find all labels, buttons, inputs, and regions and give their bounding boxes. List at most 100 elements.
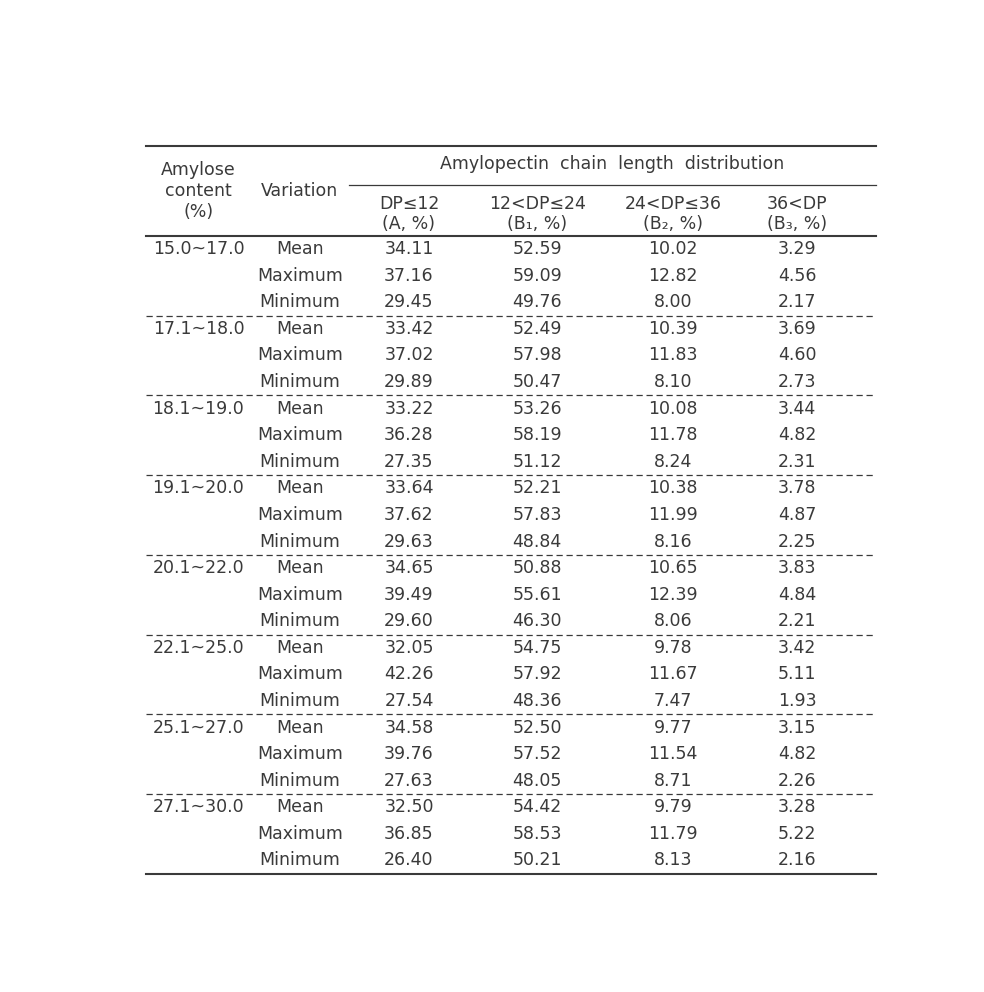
Text: 5.11: 5.11 (778, 666, 817, 683)
Text: 33.42: 33.42 (385, 320, 434, 338)
Text: 52.49: 52.49 (513, 320, 562, 338)
Text: 12.39: 12.39 (648, 585, 698, 604)
Text: 57.52: 57.52 (513, 745, 562, 763)
Text: 8.13: 8.13 (653, 851, 692, 869)
Text: DP≤12: DP≤12 (379, 195, 439, 213)
Text: 3.29: 3.29 (777, 240, 817, 258)
Text: 3.42: 3.42 (778, 639, 817, 657)
Text: 4.82: 4.82 (778, 427, 817, 444)
Text: Mean: Mean (277, 240, 324, 258)
Text: 8.71: 8.71 (653, 772, 692, 790)
Text: 19.1~20.0: 19.1~20.0 (153, 479, 244, 497)
Text: 3.69: 3.69 (777, 320, 817, 338)
Text: 3.78: 3.78 (778, 479, 817, 497)
Text: Mean: Mean (277, 718, 324, 736)
Text: 57.83: 57.83 (513, 506, 562, 524)
Text: Maximum: Maximum (257, 346, 342, 364)
Text: 36<DP: 36<DP (767, 195, 828, 213)
Text: 57.98: 57.98 (513, 346, 562, 364)
Text: Mean: Mean (277, 400, 324, 418)
Text: 33.22: 33.22 (384, 400, 434, 418)
Text: 50.21: 50.21 (513, 851, 562, 869)
Text: 3.28: 3.28 (778, 799, 817, 816)
Text: 52.50: 52.50 (513, 718, 562, 736)
Text: 2.73: 2.73 (778, 373, 817, 391)
Text: 8.10: 8.10 (653, 373, 692, 391)
Text: 53.26: 53.26 (513, 400, 562, 418)
Text: 52.21: 52.21 (513, 479, 562, 497)
Text: 11.78: 11.78 (648, 427, 698, 444)
Text: 9.78: 9.78 (653, 639, 692, 657)
Text: 42.26: 42.26 (384, 666, 434, 683)
Text: 11.54: 11.54 (648, 745, 698, 763)
Text: Maximum: Maximum (257, 427, 342, 444)
Text: 32.50: 32.50 (384, 799, 434, 816)
Text: Minimum: Minimum (260, 772, 340, 790)
Text: 34.11: 34.11 (385, 240, 434, 258)
Text: 2.25: 2.25 (778, 533, 817, 551)
Text: Mean: Mean (277, 639, 324, 657)
Text: Minimum: Minimum (260, 851, 340, 869)
Text: 10.02: 10.02 (648, 240, 698, 258)
Text: 20.1~22.0: 20.1~22.0 (153, 559, 244, 577)
Text: Maximum: Maximum (257, 506, 342, 524)
Text: 58.19: 58.19 (513, 427, 562, 444)
Text: 36.28: 36.28 (384, 427, 434, 444)
Text: 55.61: 55.61 (513, 585, 562, 604)
Text: 37.02: 37.02 (384, 346, 434, 364)
Text: (B₁, %): (B₁, %) (507, 215, 567, 233)
Text: 54.75: 54.75 (513, 639, 562, 657)
Text: 54.42: 54.42 (513, 799, 562, 816)
Text: Mean: Mean (277, 479, 324, 497)
Text: 26.40: 26.40 (384, 851, 434, 869)
Text: 27.54: 27.54 (385, 692, 434, 710)
Text: 4.82: 4.82 (778, 745, 817, 763)
Text: Maximum: Maximum (257, 585, 342, 604)
Text: 46.30: 46.30 (513, 612, 562, 630)
Text: 29.45: 29.45 (384, 294, 434, 311)
Text: Minimum: Minimum (260, 373, 340, 391)
Text: Variation: Variation (262, 182, 338, 199)
Text: 52.59: 52.59 (513, 240, 562, 258)
Text: 27.35: 27.35 (384, 452, 434, 471)
Text: Minimum: Minimum (260, 533, 340, 551)
Text: Mean: Mean (277, 799, 324, 816)
Text: Amylopectin  chain  length  distribution: Amylopectin chain length distribution (441, 155, 784, 173)
Text: 22.1~25.0: 22.1~25.0 (153, 639, 244, 657)
Text: (B₃, %): (B₃, %) (768, 215, 828, 233)
Text: 9.79: 9.79 (653, 799, 692, 816)
Text: Mean: Mean (277, 320, 324, 338)
Text: 10.65: 10.65 (648, 559, 698, 577)
Text: 10.39: 10.39 (648, 320, 698, 338)
Text: 9.77: 9.77 (653, 718, 692, 736)
Text: 37.62: 37.62 (384, 506, 434, 524)
Text: 18.1~19.0: 18.1~19.0 (153, 400, 244, 418)
Text: 27.63: 27.63 (384, 772, 434, 790)
Text: 8.16: 8.16 (653, 533, 692, 551)
Text: 2.16: 2.16 (777, 851, 817, 869)
Text: 33.64: 33.64 (384, 479, 434, 497)
Text: 1.93: 1.93 (777, 692, 817, 710)
Text: Maximum: Maximum (257, 666, 342, 683)
Text: 8.06: 8.06 (653, 612, 692, 630)
Text: 15.0~17.0: 15.0~17.0 (153, 240, 244, 258)
Text: 48.84: 48.84 (513, 533, 562, 551)
Text: 10.38: 10.38 (648, 479, 698, 497)
Text: (A, %): (A, %) (383, 215, 436, 233)
Text: 2.26: 2.26 (777, 772, 817, 790)
Text: Maximum: Maximum (257, 825, 342, 843)
Text: 4.84: 4.84 (778, 585, 817, 604)
Text: Minimum: Minimum (260, 294, 340, 311)
Text: (B₂, %): (B₂, %) (643, 215, 703, 233)
Text: 59.09: 59.09 (513, 267, 562, 285)
Text: 49.76: 49.76 (513, 294, 562, 311)
Text: 2.31: 2.31 (778, 452, 817, 471)
Text: 48.36: 48.36 (513, 692, 562, 710)
Text: 4.87: 4.87 (778, 506, 817, 524)
Text: Maximum: Maximum (257, 267, 342, 285)
Text: 29.89: 29.89 (384, 373, 434, 391)
Text: 58.53: 58.53 (513, 825, 562, 843)
Text: 8.24: 8.24 (653, 452, 692, 471)
Text: 34.65: 34.65 (384, 559, 434, 577)
Text: 3.44: 3.44 (778, 400, 817, 418)
